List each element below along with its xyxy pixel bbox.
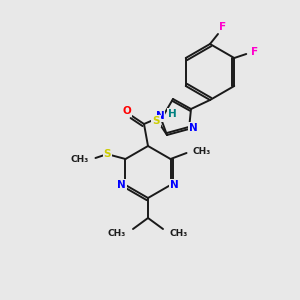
Text: N: N	[117, 180, 126, 190]
Text: CH₃: CH₃	[108, 230, 126, 238]
Text: N: N	[170, 180, 179, 190]
Text: N: N	[156, 111, 164, 121]
Text: CH₃: CH₃	[70, 154, 88, 164]
Text: CH₃: CH₃	[170, 230, 188, 238]
Text: F: F	[219, 22, 226, 32]
Text: N: N	[189, 123, 197, 133]
Text: CH₃: CH₃	[193, 146, 211, 155]
Text: O: O	[123, 106, 131, 116]
Text: S: S	[104, 149, 111, 159]
Text: S: S	[152, 116, 160, 126]
Text: H: H	[168, 109, 176, 119]
Text: F: F	[251, 47, 258, 57]
